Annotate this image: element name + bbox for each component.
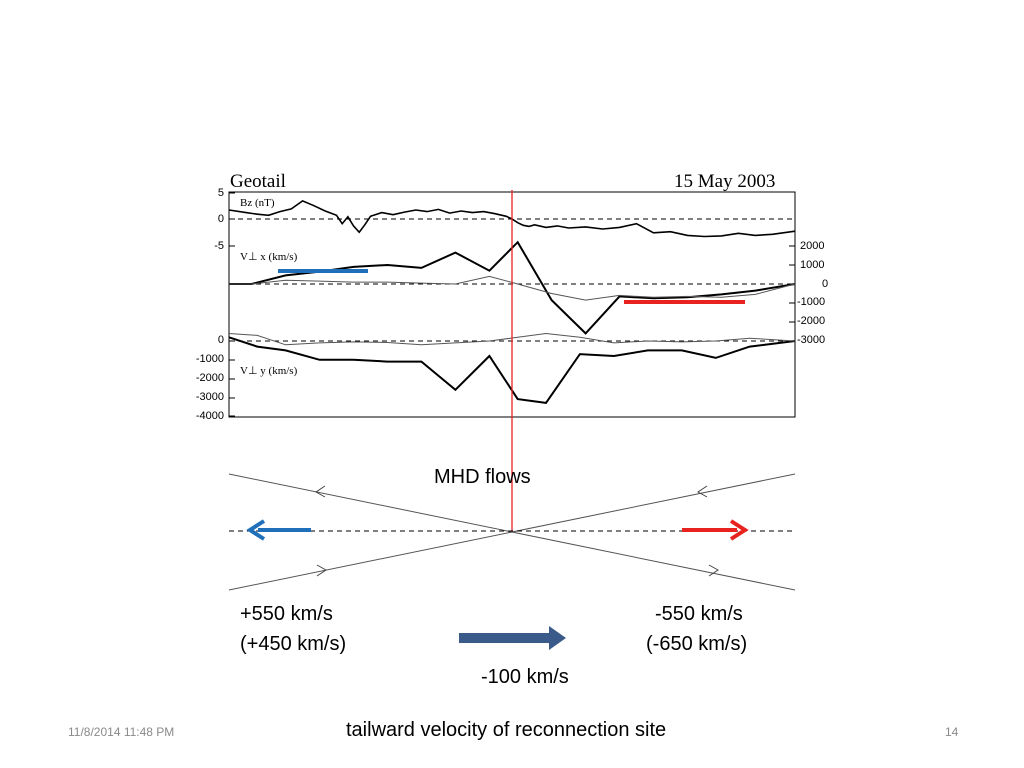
red-flow-arrow-icon [729, 519, 749, 541]
vx-tick-label: -3000 [797, 334, 826, 346]
footer-page-number: 14 [945, 725, 959, 739]
right-velocity-line1: -550 km/s [655, 603, 743, 625]
chevron-icon [708, 564, 719, 577]
left-velocity-line1: +550 km/s [240, 603, 333, 625]
chevron-icon [697, 485, 708, 498]
chevron-icon [315, 485, 326, 498]
vy-tick-label: -2000 [195, 372, 224, 384]
footer-date: 11/8/2014 11:48 PM [68, 725, 175, 739]
vx-tick-label: 1000 [800, 259, 825, 271]
vy-tick-label: 0 [217, 334, 224, 346]
chevron-icon [316, 564, 327, 577]
vy-tick-label: -3000 [195, 391, 224, 403]
bz-tick-label: 0 [217, 213, 224, 225]
vx-series-line-thin [229, 275, 796, 301]
left-ticks [229, 192, 235, 417]
right-ticks [789, 245, 795, 342]
blue-flow-arrow-icon [246, 519, 266, 541]
vx-tick-label: -2000 [797, 315, 826, 327]
vy-tick-label: -1000 [195, 353, 224, 365]
vx-tick-label: 2000 [800, 240, 825, 252]
bz-series-line [228, 199, 796, 238]
mhd-flows-label: MHD flows [434, 466, 531, 488]
vy-series-line-thick [228, 336, 796, 404]
spacecraft-label: Geotail [230, 171, 286, 192]
vx-panel-label: V⊥ x (km/s) [240, 251, 298, 263]
vx-tick-label: -1000 [797, 296, 826, 308]
left-velocity-line2: (+450 km/s) [240, 633, 347, 655]
date-label: 15 May 2003 [674, 171, 776, 192]
right-velocity-line2: (-650 km/s) [646, 633, 748, 655]
slide-caption: tailward velocity of reconnection site [346, 719, 667, 741]
bz-tick-label: 5 [217, 187, 224, 199]
vy-panel-label: V⊥ y (km/s) [240, 365, 298, 377]
vx-tick-label: 0 [822, 278, 829, 290]
site-velocity-label: -100 km/s [481, 666, 569, 688]
vy-series-line-thin [228, 332, 796, 346]
bz-tick-label: -5 [214, 240, 224, 252]
bz-panel-label: Bz (nT) [240, 197, 275, 209]
vy-tick-label: -4000 [195, 410, 224, 422]
site-velocity-arrow-icon [459, 626, 566, 650]
